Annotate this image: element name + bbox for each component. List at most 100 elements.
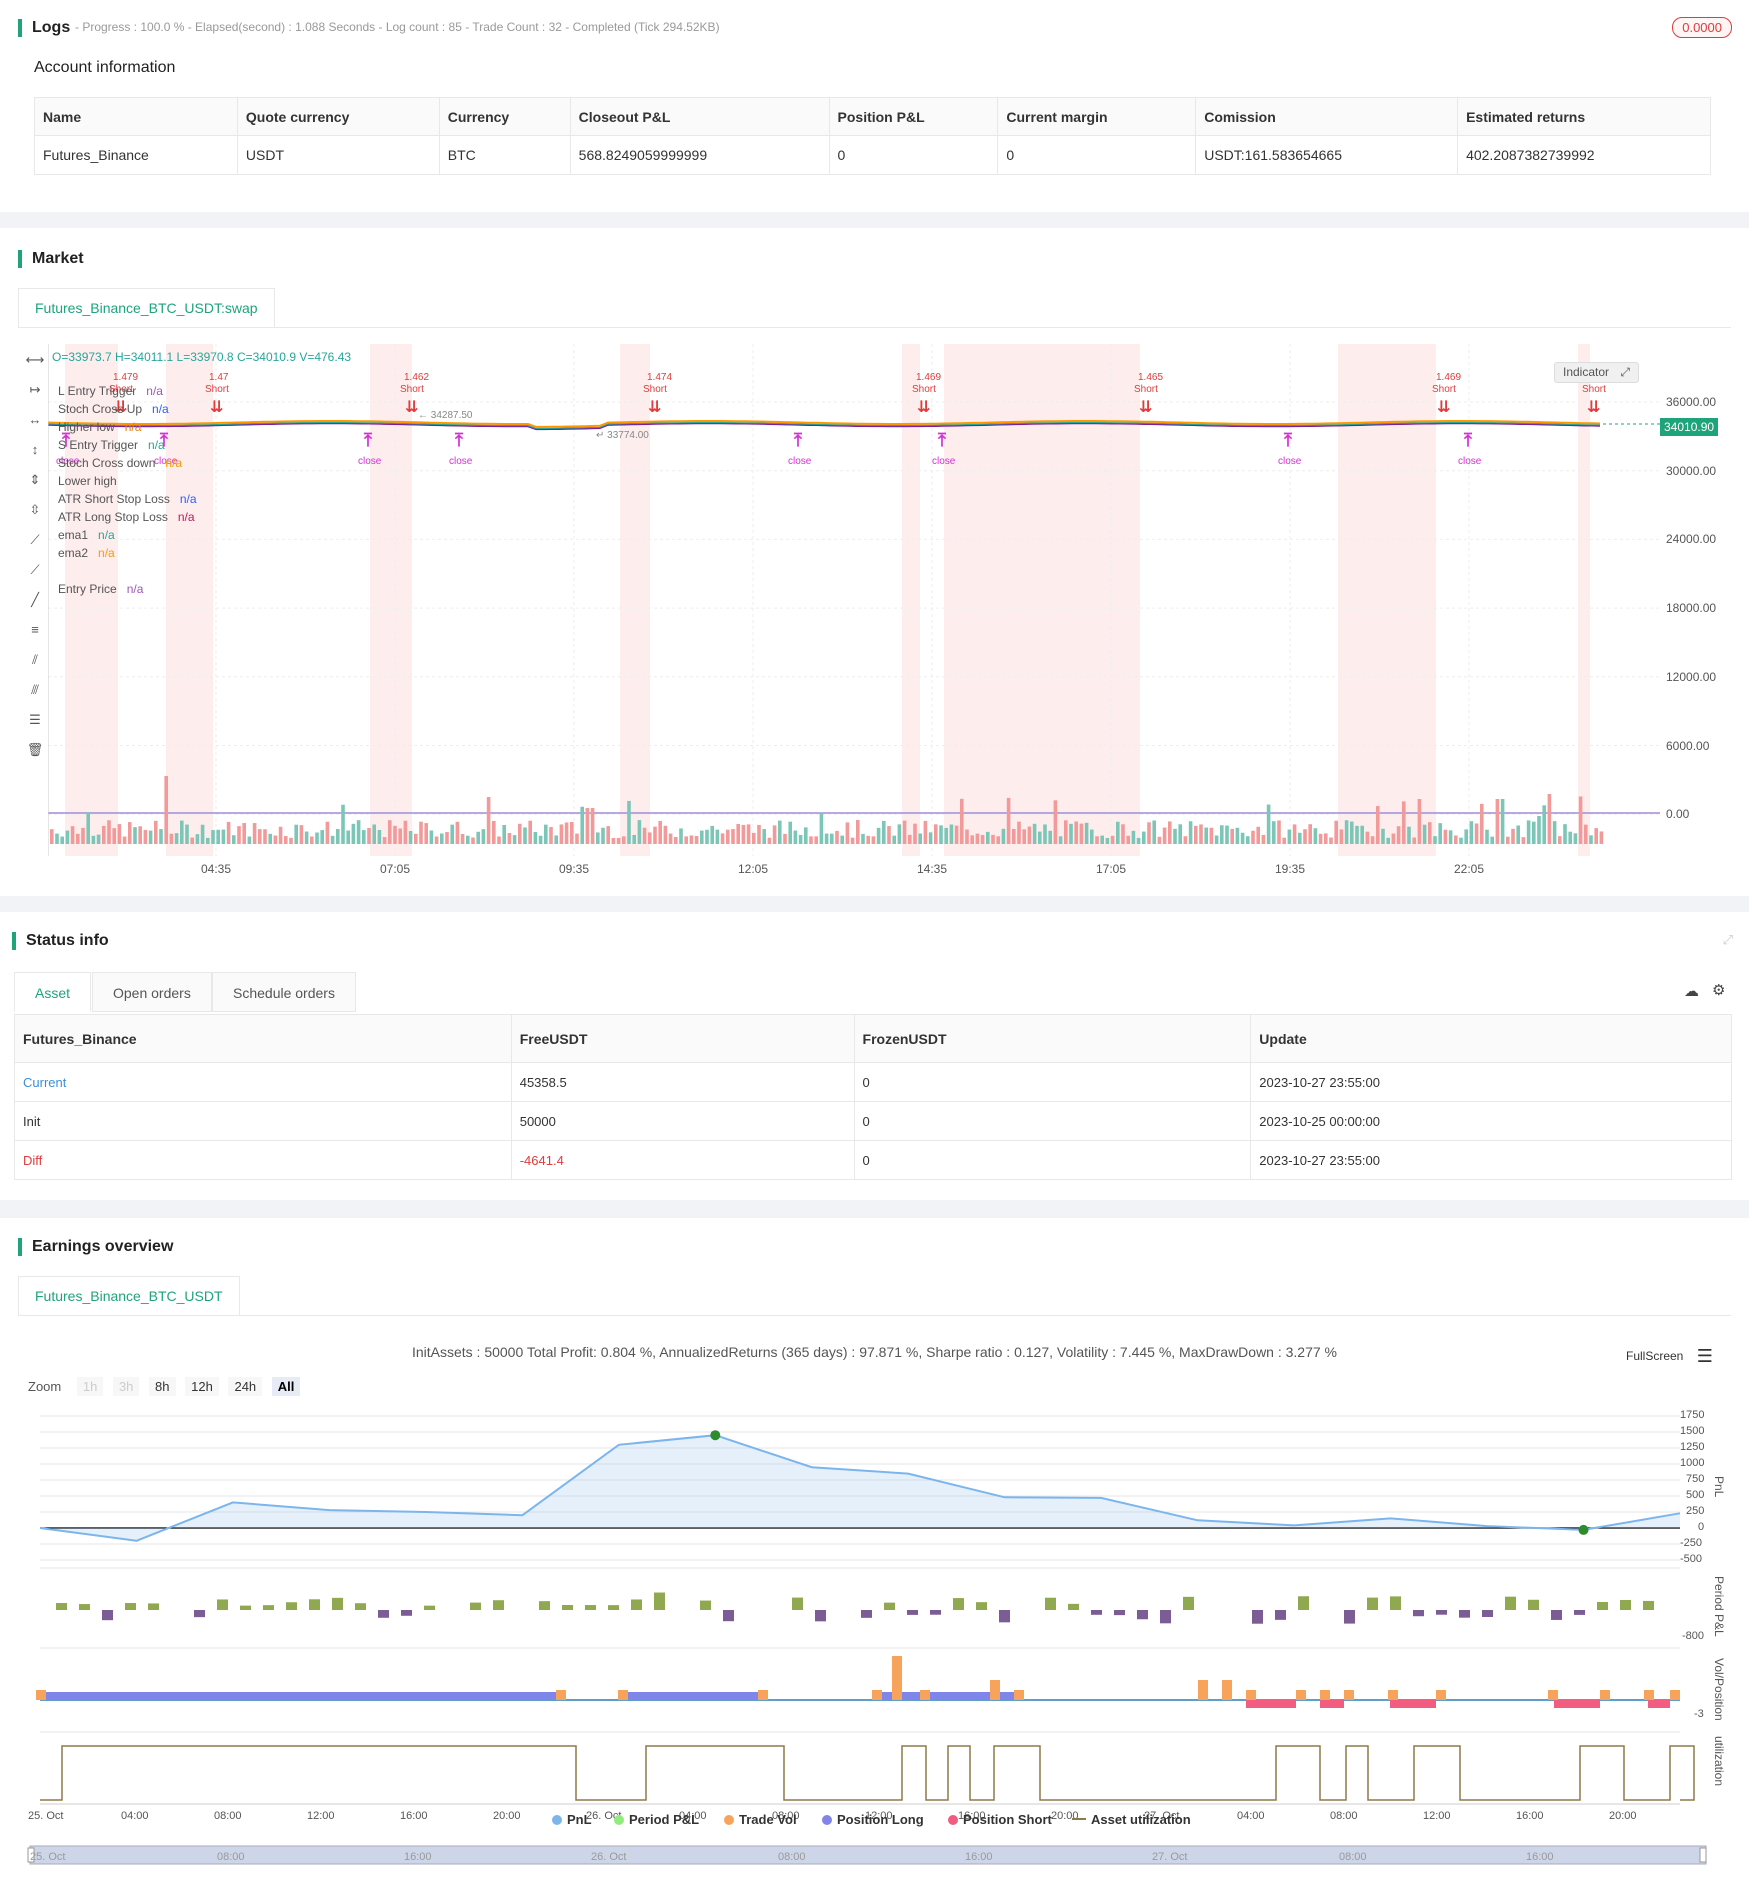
min-marker — [1578, 1524, 1589, 1535]
volume-bar — [294, 824, 298, 844]
legend-value: n/a — [98, 546, 115, 560]
period-pnl-bar — [424, 1605, 435, 1610]
volume-bar — [580, 806, 584, 844]
vertical-ray-icon[interactable]: ⇳ — [29, 502, 41, 517]
position-zone — [902, 344, 920, 856]
indicator-button[interactable]: Indicator ⤢ — [1554, 362, 1639, 383]
earnings-x-tick: 20:00 — [1609, 1810, 1637, 1822]
parallel-channel-icon[interactable]: ⫽ — [32, 652, 38, 667]
navigator-tick: 25. Oct — [30, 1851, 65, 1863]
market-chart[interactable]: 1.479Short⇊1.47Short⇊1.462Short⇊1.474Sho… — [48, 344, 1660, 856]
earnings-chart[interactable]: 25. Oct 08:00 16:00 26. Oct 08:00 16:00 27. Oc… — [0, 1400, 1749, 1898]
position-zone — [166, 344, 213, 856]
legend-value: n/a — [152, 402, 169, 416]
fullscreen-button[interactable]: FullScreen ☰ — [1626, 1346, 1713, 1367]
navigator-handle-left[interactable] — [27, 1847, 35, 1863]
legend-item[interactable]: Position Short — [948, 1812, 1052, 1827]
close-arrow-icon: ⤒ — [1283, 430, 1293, 450]
earnings-x-tick: 16:00 — [400, 1810, 428, 1822]
trade-vol-bar — [1296, 1690, 1306, 1700]
volume-bar — [1017, 821, 1021, 844]
legend-item[interactable]: PnL — [552, 1812, 592, 1827]
close-label: close — [449, 456, 473, 467]
period-pnl-bar — [148, 1603, 159, 1610]
fib-levels-icon[interactable]: ☰ — [29, 712, 41, 727]
legend-label: Stoch Cross Up — [58, 402, 143, 416]
navigator-handle-right[interactable] — [1699, 1847, 1707, 1863]
zoom-8h-button[interactable]: 8h — [149, 1377, 176, 1396]
menu-icon[interactable]: ☰ — [1696, 1346, 1713, 1366]
cloud-download-icon[interactable]: ☁ — [1684, 983, 1699, 1000]
volume-bar — [112, 828, 116, 844]
zoom-12h-button[interactable]: 12h — [185, 1377, 219, 1396]
vertical-line-icon[interactable]: ↕ — [31, 442, 39, 457]
navigator-tick: 08:00 — [217, 1851, 245, 1863]
volume-bar — [1147, 822, 1151, 844]
ray-line-icon[interactable]: ⟋ — [30, 562, 40, 577]
volume-bar — [1256, 826, 1260, 844]
fib-icon[interactable]: ⫻ — [31, 682, 39, 697]
expand-icon[interactable]: ⤢ — [1722, 932, 1733, 947]
legend-item[interactable]: Period P&L — [614, 1812, 699, 1827]
volume-bar — [1334, 820, 1338, 844]
earnings-x-tick: 04:00 — [679, 1810, 707, 1822]
legend-item: Lower high — [58, 474, 117, 488]
account-info-label: Account information — [34, 59, 176, 76]
indicator-label: Indicator — [1563, 365, 1610, 379]
zoom-24h-button[interactable]: 24h — [228, 1377, 263, 1396]
gear-icon[interactable]: ⚙ — [1712, 982, 1726, 999]
tab-market-symbol[interactable]: Futures_Binance_BTC_USDT:swap — [18, 288, 275, 328]
horizontal-ray-icon[interactable]: ↦ — [29, 382, 41, 397]
tab-open-orders[interactable]: Open orders — [92, 972, 212, 1012]
trade-vol-bar — [1344, 1690, 1354, 1700]
volume-bar — [81, 827, 85, 844]
trade-vol-bar — [892, 1656, 902, 1700]
volume-bar — [1547, 794, 1552, 844]
cross-line-icon[interactable]: ↔ — [28, 412, 42, 427]
tab-earnings-symbol[interactable]: Futures_Binance_BTC_USDT — [18, 1276, 240, 1316]
legend-value: n/a — [146, 384, 163, 398]
tab-schedule-orders[interactable]: Schedule orders — [212, 972, 356, 1012]
volume-bar — [65, 830, 70, 844]
zoom-all-button[interactable]: All — [271, 1377, 301, 1396]
legend-value: n/a — [124, 420, 142, 434]
tab-asset[interactable]: Asset — [14, 972, 92, 1012]
earnings-x-tick: 12:00 — [865, 1810, 893, 1822]
trash-icon[interactable]: 🗑 — [26, 742, 44, 757]
zoom-3h-button[interactable]: 3h — [112, 1377, 140, 1396]
vertical-segment-icon[interactable]: ⇕ — [29, 472, 41, 487]
volume-bar — [824, 833, 829, 844]
volume-bar — [908, 834, 912, 844]
period-pnl-bar — [1459, 1610, 1470, 1618]
account-value-cell: Futures_Binance — [34, 135, 238, 175]
volume-bar — [559, 824, 564, 844]
navigator-range[interactable] — [29, 1845, 1707, 1865]
horizontal-line-icon[interactable]: ⟷ — [25, 352, 45, 367]
trade-vol-bar — [1600, 1690, 1610, 1700]
legend-label: Stoch Cross down — [58, 456, 156, 470]
zoom-1h-button[interactable]: 1h — [76, 1377, 104, 1396]
period-pnl-bar — [1275, 1610, 1286, 1620]
legend-item[interactable]: Position Long — [822, 1812, 924, 1827]
legend-value: n/a — [179, 492, 197, 506]
close-arrow-icon: ⤒ — [159, 430, 169, 450]
navigator-tick: 26. Oct — [591, 1851, 626, 1863]
volume-bar — [830, 833, 834, 844]
segment-icon[interactable]: ╱ — [31, 592, 39, 607]
legend-item[interactable]: Trade Vol — [724, 1812, 797, 1827]
volume-bar — [840, 835, 844, 844]
legend-item[interactable]: Asset utilization — [1072, 1812, 1191, 1827]
volume-bar — [1365, 831, 1370, 844]
volume-bar — [117, 824, 122, 844]
trade-vol-bar — [1014, 1690, 1024, 1700]
trend-line-icon[interactable]: ⟋ — [30, 532, 40, 547]
volume-bar — [1022, 829, 1026, 844]
logs-title: Logs — [18, 19, 70, 37]
short-arrow-icon: ⇊ — [1587, 399, 1600, 416]
volume-bar — [1069, 823, 1073, 844]
asset-header-cell: Update — [1250, 1014, 1732, 1063]
price-line-icon[interactable]: ≡ — [31, 622, 39, 637]
volume-bar — [1038, 831, 1042, 844]
volume-bar — [211, 830, 215, 844]
volume-bar — [195, 834, 200, 844]
